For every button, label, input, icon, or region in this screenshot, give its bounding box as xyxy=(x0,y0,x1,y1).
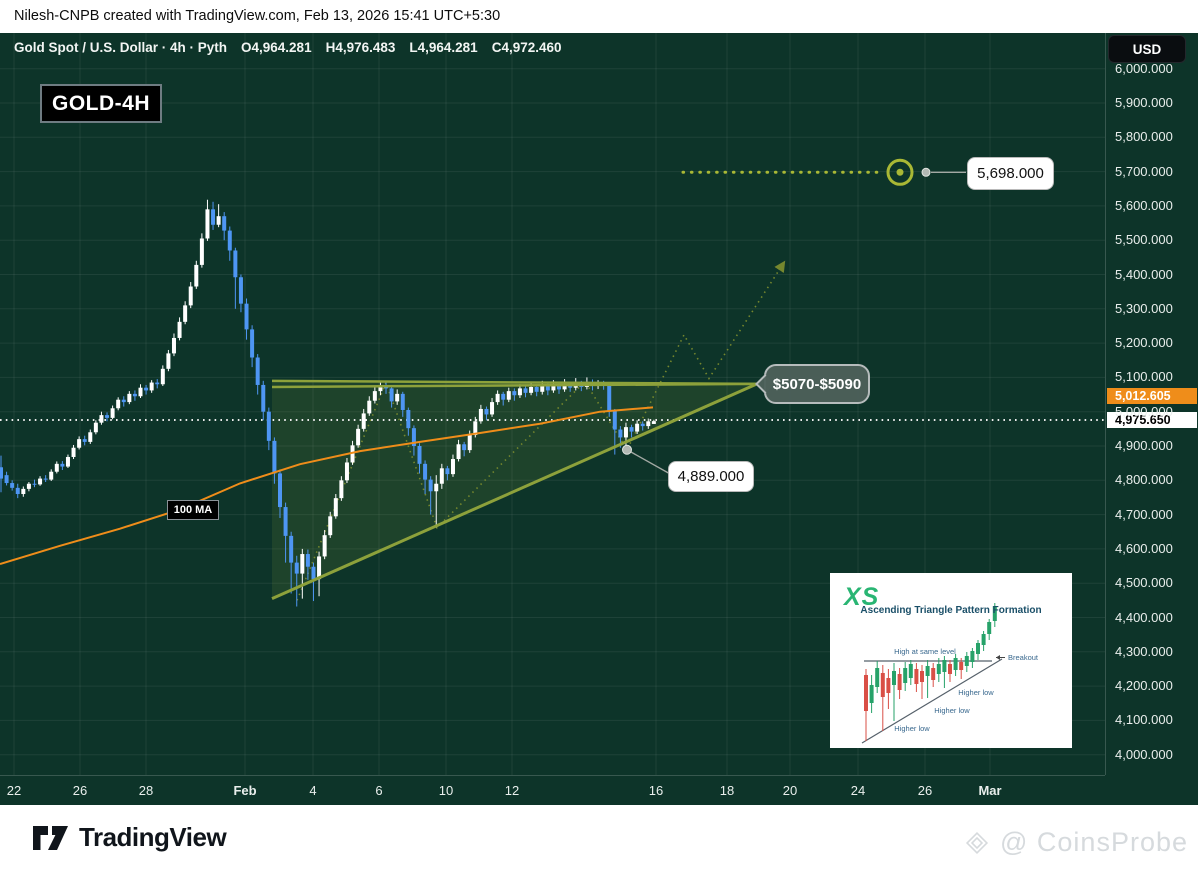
resistance-zone-callout[interactable]: $5070-$5090 xyxy=(755,364,870,404)
price-tick-label: 5,600.000 xyxy=(1115,197,1173,213)
ohlc-value: O4,964.281 xyxy=(241,40,312,55)
watermark-text: @ CoinsProbe xyxy=(1000,827,1188,857)
price-tick-label: 5,300.000 xyxy=(1115,300,1173,316)
coinsprobe-watermark: @ CoinsProbe xyxy=(962,827,1188,858)
target-handle-dot xyxy=(921,167,931,177)
time-tick-label: 28 xyxy=(138,783,154,798)
price-tick-label: 5,700.000 xyxy=(1115,163,1173,179)
inset-annotation: Higher low xyxy=(958,688,994,697)
time-tick-label: 24 xyxy=(850,783,866,798)
price-tick-label: 4,800.000 xyxy=(1115,472,1173,488)
xs-logo: XS xyxy=(844,583,880,611)
price-tick-label: 6,000.000 xyxy=(1115,60,1173,76)
ohlc-value: C4,972.460 xyxy=(491,40,562,55)
pattern-education-inset[interactable]: XS Ascending Triangle Pattern Formation … xyxy=(830,573,1072,748)
price-tick-label: 4,400.000 xyxy=(1115,609,1173,625)
time-tick-label: 4 xyxy=(309,783,317,798)
time-tick-label: Feb xyxy=(233,783,257,798)
inset-breakout-arrowhead xyxy=(996,655,1000,660)
chart-canvas[interactable] xyxy=(0,33,1105,775)
footer: TradingView @ CoinsProbe xyxy=(0,805,1198,871)
ma-100-line xyxy=(0,406,654,565)
tradingview-mark-icon xyxy=(33,825,68,850)
tradingview-logo[interactable]: TradingView xyxy=(33,822,227,853)
time-axis[interactable]: 22 26 28 Feb 4 6 10 12 16 18 20 24 26 Mar xyxy=(0,775,1105,806)
target-price-callout[interactable]: 5,698.000 xyxy=(967,157,1054,190)
support-connector xyxy=(626,449,673,476)
inset-annotation: High at same level xyxy=(894,647,956,656)
price-tick-label: 5,000.000 xyxy=(1115,403,1173,419)
price-tick-label: 5,900.000 xyxy=(1115,95,1173,110)
price-tick-label: 4,300.000 xyxy=(1115,643,1173,659)
inset-mini-chart: High at same level Higher low Higher low Hi… xyxy=(861,603,1039,744)
time-tick-label: 12 xyxy=(504,783,520,798)
symbol-title: Gold Spot / U.S. Dollar · 4h · Pyth xyxy=(14,40,228,55)
ohlc-value: L4,964.281 xyxy=(409,40,478,55)
price-tick-label: 5,800.000 xyxy=(1115,129,1173,145)
attribution-text: Nilesh-CNPB created with TradingView.com… xyxy=(14,8,501,24)
zone-text: $5070-$5090 xyxy=(772,375,862,393)
inset-annotation: Higher low xyxy=(894,724,930,733)
price-tick-label: 5,200.000 xyxy=(1115,335,1173,351)
time-tick-label: Mar xyxy=(978,783,1002,798)
time-tick-label: 22 xyxy=(6,783,22,798)
symbol-text-drawing[interactable]: GOLD-4H xyxy=(40,84,162,123)
target-center-dot xyxy=(896,168,904,176)
support-trendline xyxy=(271,382,758,601)
time-tick-label: 26 xyxy=(72,783,88,798)
price-tick-label: 4,900.000 xyxy=(1115,438,1173,453)
chart-panel: Gold Spot / U.S. Dollar · 4h · Pyth O4,96… xyxy=(0,33,1198,805)
gem-icon xyxy=(965,831,989,854)
tradingview-wordmark: TradingView xyxy=(79,822,227,852)
ohlc-values: O4,964.281 H4,976.483 L4,964.281 C4,972.460 xyxy=(227,40,562,55)
currency-toggle-button[interactable]: USD xyxy=(1108,35,1186,63)
inset-annotation: Higher low xyxy=(934,706,970,715)
price-tick-label: 5,500.000 xyxy=(1115,232,1173,248)
time-tick-label: 18 xyxy=(719,783,735,798)
inset-title: Ascending Triangle Pattern Formation xyxy=(860,605,1042,616)
ma-price-badge: 5,012.605 xyxy=(1107,388,1197,405)
support-handle-dot xyxy=(622,444,632,455)
price-tick-label: 5,100.000 xyxy=(1115,369,1173,385)
attribution-bar: Nilesh-CNPB created with TradingView.com… xyxy=(0,0,1198,33)
target-ring-marker xyxy=(886,158,914,186)
time-tick-label: 10 xyxy=(438,783,454,798)
time-tick-label: 20 xyxy=(782,783,798,798)
time-tick-label: 26 xyxy=(917,783,933,798)
price-tick-label: 4,600.000 xyxy=(1115,540,1173,556)
resistance-line-lower xyxy=(271,382,758,389)
ma-label-drawing[interactable]: 100 MA xyxy=(167,500,219,520)
support-price-callout[interactable]: 4,889.000 xyxy=(668,461,754,492)
price-axis[interactable]: 5,012.605 4,975.650 6,000.000 5,900.000 5,… xyxy=(1105,33,1198,775)
price-tick-label: 4,200.000 xyxy=(1115,678,1173,694)
last-price-badge: 4,975.650 xyxy=(1107,412,1197,429)
price-tick-label: 4,500.000 xyxy=(1115,575,1173,591)
inset-annotation: Breakout xyxy=(1008,653,1039,662)
price-tick-label: 4,100.000 xyxy=(1115,712,1173,728)
price-tick-label: 5,400.000 xyxy=(1115,266,1173,282)
price-tick-label: 4,700.000 xyxy=(1115,506,1173,522)
symbol-status-line[interactable]: Gold Spot / U.S. Dollar · 4h · Pyth O4,96… xyxy=(14,40,562,55)
time-tick-label: 16 xyxy=(648,783,664,798)
price-tick-label: 4,000.000 xyxy=(1115,746,1173,762)
ohlc-value: H4,976.483 xyxy=(325,40,396,55)
inset-trendline xyxy=(861,658,1003,744)
time-tick-label: 6 xyxy=(375,783,383,798)
